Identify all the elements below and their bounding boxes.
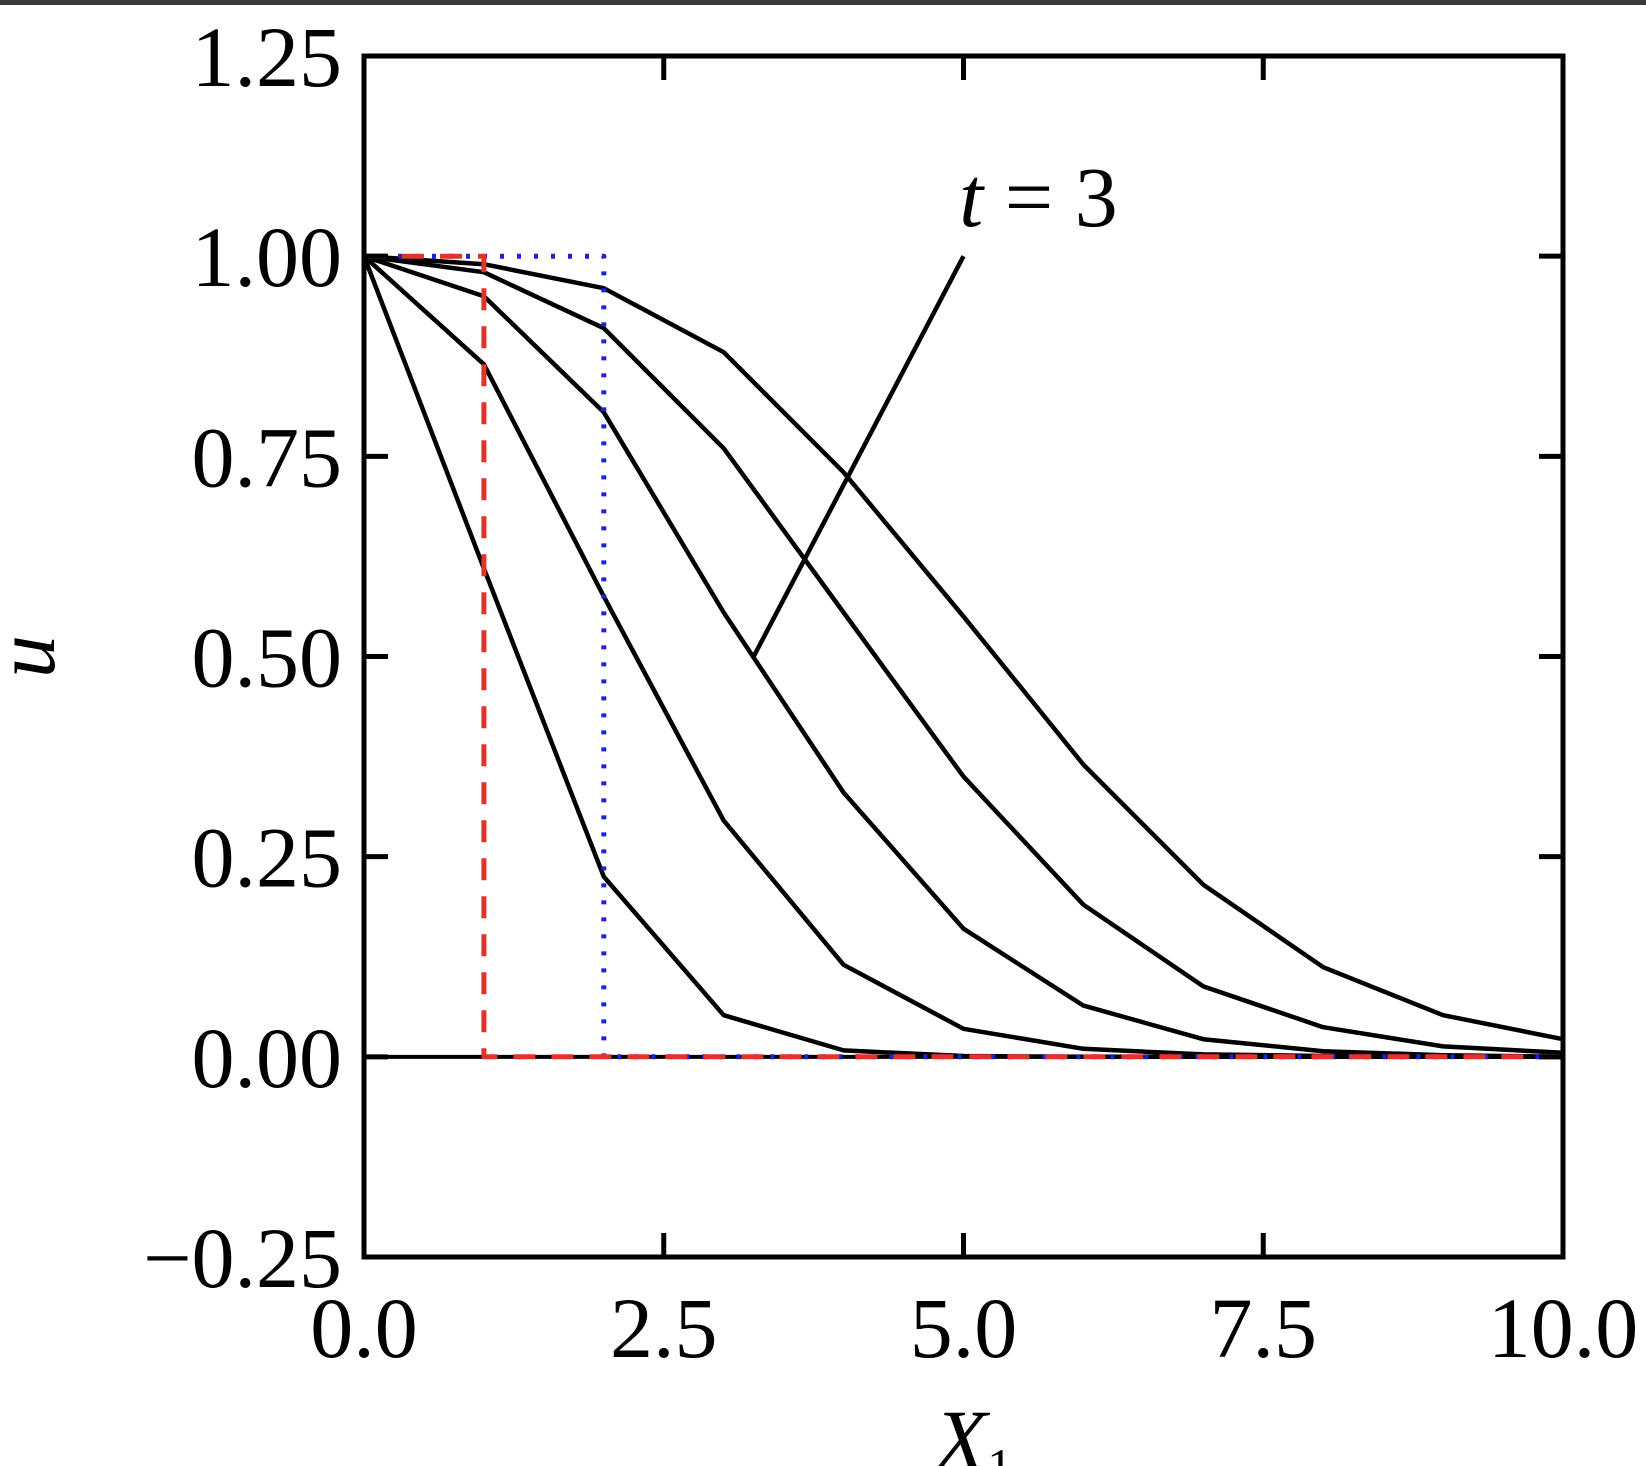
x-tick-label: 5.0: [910, 1280, 1018, 1376]
annotation-pointer-line: [751, 255, 966, 658]
axes-layer: 0.0 2.5 5.0 7.5 10.0 1.25 1.00 0.75 0.50 0.25 0.00…: [143, 9, 1638, 1376]
x-tick-label: 7.5: [1210, 1280, 1318, 1376]
y-axis-label: u: [0, 635, 73, 678]
y-tick-label: −0.25: [143, 1210, 342, 1306]
labels-layer: X1 u t = 3: [0, 149, 1118, 1466]
x-axis-label: X1: [932, 1392, 1013, 1466]
annotation-label: t = 3: [959, 149, 1117, 245]
solid-series-2: [362, 254, 1563, 1060]
window-top-border: [0, 0, 1646, 5]
solid-series-4: [363, 253, 1564, 1056]
x-tick-label: 2.5: [610, 1280, 718, 1376]
solid-series-1: [361, 255, 1563, 1060]
y-tick-label: 0.00: [192, 1010, 343, 1106]
solid-series-3: [363, 254, 1564, 1060]
dotted-series-6: [364, 253, 1563, 1060]
y-tick-label: 0.50: [192, 610, 343, 706]
y-tick-label: 1.25: [192, 9, 343, 105]
series-layer: [361, 253, 1564, 1060]
x-tick-label: 0.0: [310, 1280, 418, 1376]
y-tick-label: 1.00: [192, 209, 343, 305]
y-tick-label: 0.75: [192, 409, 343, 505]
dashed-series-7: [364, 253, 1563, 1060]
x-tick-label: 10.0: [1488, 1280, 1639, 1376]
y-tick-label: 0.25: [192, 810, 343, 906]
solid-series-5: [363, 253, 1564, 1042]
